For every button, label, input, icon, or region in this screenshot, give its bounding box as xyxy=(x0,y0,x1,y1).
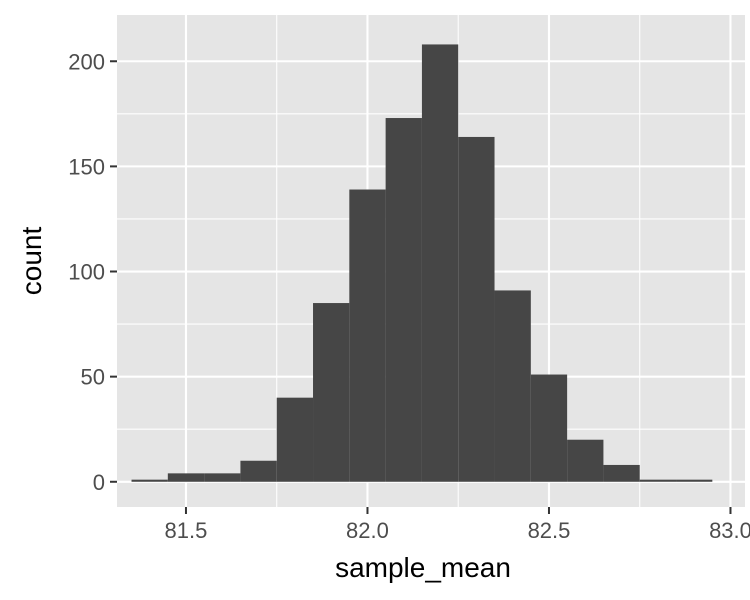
histogram-bar xyxy=(276,397,314,482)
x-tick-label: 82.0 xyxy=(346,518,389,543)
histogram-bar xyxy=(494,290,531,482)
x-tick-label: 82.5 xyxy=(528,518,571,543)
x-tick-label: 81.5 xyxy=(165,518,208,543)
histogram-bar xyxy=(385,118,422,482)
histogram-bar xyxy=(349,189,386,482)
histogram-bar xyxy=(567,439,604,482)
histogram-bar xyxy=(204,473,241,482)
histogram-bar xyxy=(131,479,168,482)
y-tick-label: 50 xyxy=(81,365,105,390)
x-tick-label: 83.0 xyxy=(709,518,750,543)
histogram-bar xyxy=(603,464,640,482)
y-tick-label: 200 xyxy=(68,49,105,74)
histogram-bar xyxy=(421,44,459,482)
bar-layer xyxy=(131,44,713,482)
histogram-bar xyxy=(639,479,677,482)
y-tick-label: 0 xyxy=(93,470,105,495)
histogram-bar xyxy=(458,136,495,482)
histogram-bar xyxy=(676,479,713,482)
x-axis: 81.5 82.0 82.5 83.0 xyxy=(165,507,750,543)
histogram-bar xyxy=(530,374,568,482)
y-axis: 0 50 100 150 200 xyxy=(68,49,117,495)
histogram-bar xyxy=(313,303,350,482)
y-tick-label: 100 xyxy=(68,260,105,285)
histogram-bar xyxy=(240,460,277,482)
x-axis-title: sample_mean xyxy=(335,552,511,583)
histogram-bar xyxy=(167,473,205,482)
y-axis-title: count xyxy=(16,227,47,296)
y-tick-label: 150 xyxy=(68,154,105,179)
